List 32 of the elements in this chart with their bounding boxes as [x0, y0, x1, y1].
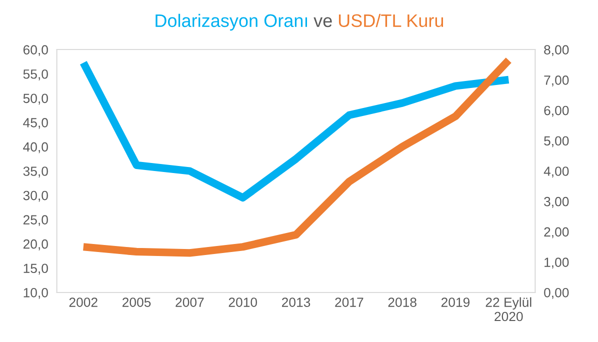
y-tick-label: 30,0	[23, 190, 48, 202]
y-tick-label: 40,0	[23, 142, 48, 154]
y-tick-label: 25,0	[23, 215, 48, 226]
y-tick-label: 45,0	[23, 118, 48, 129]
y2-tick-label: 4,00	[544, 166, 569, 178]
y2-tick-label: 1,00	[544, 258, 569, 269]
x-tick-label: 2018	[388, 298, 416, 307]
y2-tick-label: 3,00	[544, 196, 569, 208]
y2-tick-label: 5,00	[544, 136, 569, 148]
x-tick-label: 2002	[69, 298, 98, 307]
x-tick-label: 2013	[282, 298, 310, 307]
text: Dolarizasyon Oranı	[156, 14, 308, 31]
y-tick-label: 50,0	[23, 94, 48, 105]
y-tick-label: 10,0	[24, 288, 48, 299]
x-tick-label: 2019	[441, 298, 470, 307]
y2-tick-label: 0,00	[544, 288, 569, 299]
y2-tick-label: 2,00	[544, 227, 569, 238]
y2-tick-label: 6,00	[544, 106, 569, 117]
x-tick-label: 2005	[122, 298, 151, 307]
y2-tick-label: 7,00	[544, 76, 569, 86]
x-tick-label: 2007	[176, 298, 204, 307]
y-tick-label: 20,0	[23, 239, 48, 250]
y-tick-label: 60,0	[23, 45, 48, 56]
text: USD/TL Kuru	[338, 14, 444, 28]
y2-tick-label: 8,00	[544, 45, 569, 56]
y-tick-label: 55,0	[23, 69, 48, 80]
x-tick-label: 22 Eylül 2020	[486, 297, 532, 322]
text: ve	[314, 17, 332, 28]
y-tick-label: 15,0	[24, 264, 48, 275]
x-tick-label: 2010	[228, 298, 258, 307]
y-tick-label: 35,0	[23, 166, 48, 178]
x-tick-label: 2017	[335, 298, 364, 307]
